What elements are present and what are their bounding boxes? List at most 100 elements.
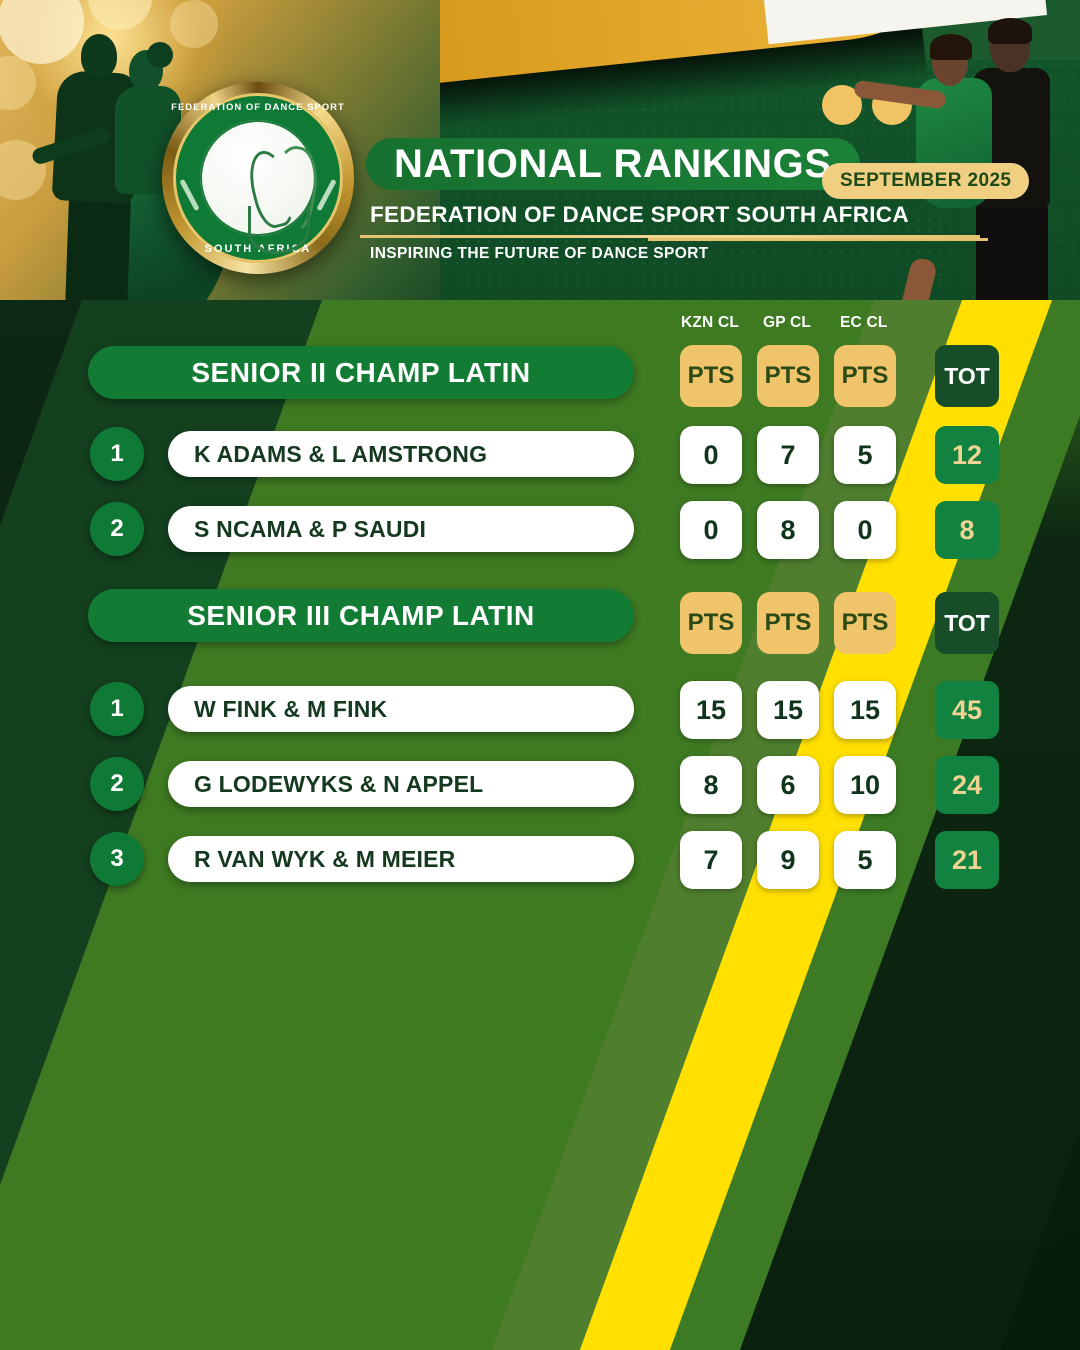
score-cell: 7 [757,426,819,484]
section-title-text: SENIOR III CHAMP LATIN [187,599,535,631]
dancer-leg [891,256,939,300]
score-value: 8 [780,514,796,545]
pts-header-gp: PTS [757,345,819,407]
couple-name-pill[interactable]: R VAN WYK & M MEIER [168,836,634,882]
dancer-hair [147,42,173,68]
poster-title: NATIONAL RANKINGS [366,138,860,190]
score-value: 6 [780,769,796,800]
dancer-legs [64,192,132,300]
rank-badge: 1 [90,682,144,736]
score-cell: 5 [834,426,896,484]
latin-dancers-photo [853,12,1080,300]
dancer-hair [930,34,972,60]
score-cell: 5 [834,831,896,889]
rank-number: 2 [110,770,124,797]
score-cell: 15 [757,681,819,739]
score-value: 5 [857,439,873,470]
poster-tagline: INSPIRING THE FUTURE OF DANCE SPORT [370,245,709,262]
column-header-gp: GP CL [763,314,812,331]
header-divider-rule [360,235,980,238]
couple-name: G LODEWYKS & N APPEL [194,770,484,797]
rank-badge: 1 [90,427,144,481]
total-cell: 24 [935,756,999,814]
score-value: 10 [849,769,881,800]
poster-header: FEDERATION OF DANCE SPORT SOUTH AFRICA N… [0,0,1080,300]
score-cell: 7 [680,831,742,889]
score-cell: 0 [680,426,742,484]
score-cell: 15 [834,681,896,739]
pts-header-label: PTS [841,362,889,389]
total-cell: 21 [935,831,999,889]
header-divider-rule-secondary [648,238,988,241]
score-value: 0 [857,514,873,545]
score-value: 9 [780,844,796,875]
total-value: 8 [959,514,975,545]
pts-header-label: PTS [764,609,812,636]
date-badge-text: SEPTEMBER 2025 [840,170,1012,191]
score-cell: 0 [680,501,742,559]
logo-white-disc [200,120,324,254]
section-title-senior-iii: SENIOR III CHAMP LATIN [88,589,634,642]
score-value: 15 [772,694,804,725]
dancer-hair [988,18,1032,44]
rank-number: 1 [110,695,124,722]
pts-header-kzn: PTS [680,345,742,407]
logo-dancer-skirt-icon [248,206,310,254]
pts-header-label: PTS [687,609,735,636]
column-header-ec: EC CL [840,314,888,331]
score-value: 0 [703,439,719,470]
score-value: 7 [780,439,796,470]
couple-name: S NCAMA & P SAUDI [194,515,427,542]
total-value: 12 [951,439,983,470]
fedansa-logo: FEDERATION OF DANCE SPORT SOUTH AFRICA [162,82,354,274]
tot-header: TOT [935,592,999,654]
couple-name: W FINK & M FINK [194,695,388,722]
score-cell: 8 [680,756,742,814]
rankings-table: KZN CL GP CL EC CL SENIOR II CHAMP LATIN… [0,300,1080,920]
pts-header-ec: PTS [834,592,896,654]
total-cell: 12 [935,426,999,484]
couple-name-pill[interactable]: G LODEWYKS & N APPEL [168,761,634,807]
total-cell: 45 [935,681,999,739]
bokeh-circle [170,0,218,48]
rank-badge: 2 [90,757,144,811]
rank-badge: 3 [90,832,144,886]
couple-name: R VAN WYK & M MEIER [194,845,456,872]
dancer-head [81,34,117,78]
rank-number: 1 [110,440,124,467]
score-cell: 15 [680,681,742,739]
dancer-legs [976,202,1048,300]
score-value: 15 [695,694,727,725]
section-title-senior-ii: SENIOR II CHAMP LATIN [88,346,634,399]
score-value: 7 [703,844,719,875]
rank-number: 3 [110,845,124,872]
poster-subtitle: FEDERATION OF DANCE SPORT SOUTH AFRICA [370,202,909,227]
tot-header-label: TOT [944,609,990,636]
score-value: 15 [849,694,881,725]
score-value: 8 [703,769,719,800]
couple-name-pill[interactable]: S NCAMA & P SAUDI [168,506,634,552]
couple-name-pill[interactable]: W FINK & M FINK [168,686,634,732]
rank-badge: 2 [90,502,144,556]
date-badge: SEPTEMBER 2025 [822,163,1030,199]
pts-header-label: PTS [687,362,735,389]
score-cell: 8 [757,501,819,559]
score-cell: 6 [757,756,819,814]
pts-header-kzn: PTS [680,592,742,654]
pts-header-label: PTS [764,362,812,389]
score-value: 0 [703,514,719,545]
rank-number: 2 [110,515,124,542]
pts-header-ec: PTS [834,345,896,407]
score-cell: 0 [834,501,896,559]
couple-name: K ADAMS & L AMSTRONG [194,440,488,467]
total-value: 21 [951,844,983,875]
score-value: 5 [857,844,873,875]
pts-header-label: PTS [841,609,889,636]
couple-name-pill[interactable]: K ADAMS & L AMSTRONG [168,431,634,477]
column-header-kzn: KZN CL [681,314,740,331]
section-title-text: SENIOR II CHAMP LATIN [191,356,531,388]
logo-text-top: FEDERATION OF DANCE SPORT [171,102,345,113]
pts-header-gp: PTS [757,592,819,654]
score-cell: 9 [757,831,819,889]
